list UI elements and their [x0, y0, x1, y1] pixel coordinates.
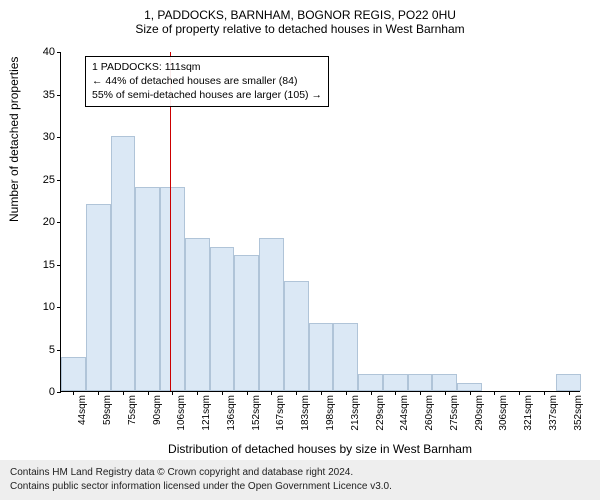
xtick-label: 290sqm	[474, 395, 485, 431]
xtick-label: 90sqm	[152, 395, 163, 425]
xtick-mark	[395, 391, 396, 395]
footer-line-1: Contains HM Land Registry data © Crown c…	[10, 466, 590, 480]
xtick-label: 152sqm	[251, 395, 262, 431]
chart-title-sub: Size of property relative to detached ho…	[0, 22, 600, 36]
xtick-mark	[73, 391, 74, 395]
annotation-box: 1 PADDOCKS: 111sqm← 44% of detached hous…	[85, 56, 329, 107]
x-axis-label: Distribution of detached houses by size …	[60, 442, 580, 456]
histogram-bar	[432, 374, 457, 391]
xtick-mark	[148, 391, 149, 395]
footer-attribution: Contains HM Land Registry data © Crown c…	[0, 460, 600, 500]
histogram-bar	[160, 187, 185, 391]
histogram-bar	[234, 255, 259, 391]
xtick-mark	[445, 391, 446, 395]
xtick-mark	[371, 391, 372, 395]
histogram-bar	[408, 374, 433, 391]
chart-title-main: 1, PADDOCKS, BARNHAM, BOGNOR REGIS, PO22…	[0, 8, 600, 22]
xtick-label: 275sqm	[449, 395, 460, 431]
histogram-bar	[284, 281, 309, 392]
histogram-bar	[309, 323, 334, 391]
histogram-bar	[383, 374, 408, 391]
xtick-mark	[296, 391, 297, 395]
xtick-mark	[544, 391, 545, 395]
ytick-label: 10	[43, 301, 61, 313]
ytick-label: 40	[43, 46, 61, 58]
histogram-bar	[86, 204, 111, 391]
xtick-label: 75sqm	[127, 395, 138, 425]
xtick-label: 229sqm	[375, 395, 386, 431]
xtick-mark	[197, 391, 198, 395]
xtick-label: 167sqm	[275, 395, 286, 431]
xtick-mark	[569, 391, 570, 395]
xtick-label: 121sqm	[201, 395, 212, 431]
xtick-mark	[222, 391, 223, 395]
xtick-label: 198sqm	[325, 395, 336, 431]
xtick-mark	[494, 391, 495, 395]
histogram-bar	[457, 383, 482, 392]
ytick-label: 35	[43, 89, 61, 101]
chart-container: 1, PADDOCKS, BARNHAM, BOGNOR REGIS, PO22…	[0, 8, 600, 448]
annotation-line: 1 PADDOCKS: 111sqm	[92, 60, 322, 74]
ytick-label: 30	[43, 131, 61, 143]
xtick-label: 306sqm	[498, 395, 509, 431]
histogram-bar	[111, 136, 136, 391]
histogram-bar	[210, 247, 235, 392]
xtick-mark	[247, 391, 248, 395]
xtick-label: 260sqm	[424, 395, 435, 431]
xtick-mark	[346, 391, 347, 395]
histogram-bar	[185, 238, 210, 391]
xtick-mark	[271, 391, 272, 395]
xtick-label: 352sqm	[573, 395, 584, 431]
xtick-label: 44sqm	[77, 395, 88, 425]
histogram-bar	[333, 323, 358, 391]
plot-area: 051015202530354044sqm59sqm75sqm90sqm106s…	[60, 52, 580, 392]
annotation-line: 55% of semi-detached houses are larger (…	[92, 88, 322, 102]
xtick-label: 213sqm	[350, 395, 361, 431]
y-axis-label: Number of detached properties	[7, 57, 21, 222]
xtick-label: 106sqm	[176, 395, 187, 431]
xtick-mark	[470, 391, 471, 395]
xtick-label: 244sqm	[399, 395, 410, 431]
histogram-bar	[358, 374, 383, 391]
histogram-bar	[556, 374, 581, 391]
xtick-mark	[123, 391, 124, 395]
histogram-bar	[61, 357, 86, 391]
footer-line-2: Contains public sector information licen…	[10, 480, 590, 494]
xtick-mark	[321, 391, 322, 395]
ytick-label: 25	[43, 174, 61, 186]
xtick-label: 136sqm	[226, 395, 237, 431]
histogram-bar	[135, 187, 160, 391]
ytick-label: 5	[49, 344, 61, 356]
histogram-bar	[259, 238, 284, 391]
xtick-mark	[98, 391, 99, 395]
xtick-label: 321sqm	[523, 395, 534, 431]
ytick-label: 0	[49, 386, 61, 398]
xtick-mark	[519, 391, 520, 395]
ytick-label: 15	[43, 259, 61, 271]
xtick-mark	[420, 391, 421, 395]
ytick-label: 20	[43, 216, 61, 228]
annotation-line: ← 44% of detached houses are smaller (84…	[92, 74, 322, 88]
xtick-label: 337sqm	[548, 395, 559, 431]
xtick-label: 183sqm	[300, 395, 311, 431]
xtick-mark	[172, 391, 173, 395]
xtick-label: 59sqm	[102, 395, 113, 425]
